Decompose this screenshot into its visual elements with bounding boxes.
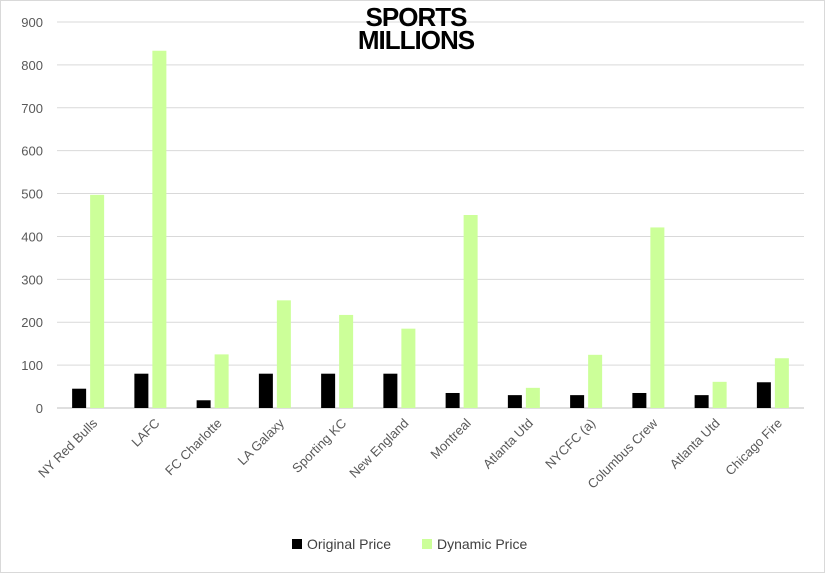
y-tick-label: 300 <box>21 272 43 287</box>
bar-original-price <box>258 373 273 408</box>
bar-dynamic-price <box>152 50 167 408</box>
logo-line-2: MILLIONS <box>358 25 475 55</box>
bar-dynamic-price <box>588 354 603 408</box>
y-tick-label: 200 <box>21 315 43 330</box>
bar-dynamic-price <box>712 381 727 408</box>
x-tick-label: Sporting KC <box>289 416 349 476</box>
bar-dynamic-price <box>525 387 540 408</box>
x-tick-label: NY Red Bulls <box>35 415 100 480</box>
x-tick-label: LAFC <box>128 416 162 450</box>
bar-original-price <box>756 382 771 408</box>
bar-original-price <box>72 388 87 408</box>
bar-dynamic-price <box>774 358 789 408</box>
y-tick-label: 500 <box>21 187 43 202</box>
x-tick-label: Atlanta Utd <box>480 416 536 472</box>
bar-dynamic-price <box>401 328 416 408</box>
bar-original-price <box>507 395 522 408</box>
x-tick-label: NYCFC (a) <box>542 416 598 472</box>
legend-swatch-dynamic <box>422 539 432 549</box>
gridlines <box>57 21 804 409</box>
bars <box>72 50 789 408</box>
bar-dynamic-price <box>90 194 105 408</box>
bar-original-price <box>570 395 585 408</box>
legend-label-original: Original Price <box>307 536 391 552</box>
y-tick-label: 800 <box>21 58 43 73</box>
y-tick-label: 100 <box>21 358 43 373</box>
bar-original-price <box>321 373 336 408</box>
bar-original-price <box>196 400 211 408</box>
bar-dynamic-price <box>276 300 291 408</box>
y-tick-label: 0 <box>36 401 43 416</box>
bar-original-price <box>134 373 149 408</box>
bar-original-price <box>445 392 460 408</box>
y-tick-label: 700 <box>21 101 43 116</box>
legend-swatch-original <box>292 539 302 549</box>
x-tick-label: LA Galaxy <box>234 415 287 468</box>
bar-original-price <box>694 395 709 408</box>
x-tick-label: New England <box>346 416 411 481</box>
bar-original-price <box>632 392 647 408</box>
bar-dynamic-price <box>650 227 665 408</box>
logo-line-1: SPORTS <box>366 2 468 32</box>
bar-dynamic-price <box>463 215 478 408</box>
x-tick-label: Atlanta Utd <box>667 416 723 472</box>
y-tick-label: 600 <box>21 144 43 159</box>
bar-dynamic-price <box>214 354 229 408</box>
bar-dynamic-price <box>339 314 354 408</box>
sports-millions-logo: SPORTS MILLIONS <box>358 2 476 55</box>
x-tick-label: FC Charlotte <box>162 416 225 479</box>
legend: Original Price Dynamic Price <box>292 536 527 552</box>
x-axis-ticks: NY Red Bulls LAFC FC Charlotte LA Galaxy Spo… <box>35 415 785 491</box>
bar-original-price <box>383 373 398 408</box>
x-tick-label: Montreal <box>427 415 473 461</box>
y-tick-label: 400 <box>21 229 43 244</box>
legend-label-dynamic: Dynamic Price <box>437 536 527 552</box>
y-tick-label: 900 <box>21 15 43 30</box>
x-tick-label: Chicago Fire <box>722 416 785 479</box>
y-axis-ticks: 0 100 200 300 400 500 600 700 800 900 <box>21 15 43 416</box>
